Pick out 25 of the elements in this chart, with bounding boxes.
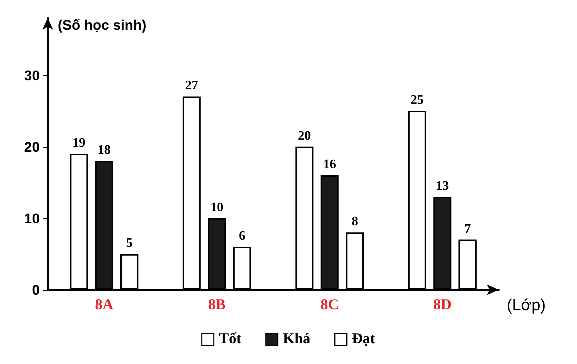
data-label: 25	[410, 92, 424, 108]
data-label: 18	[98, 142, 112, 158]
legend-label: Tốt	[219, 332, 242, 348]
legend-label: Đạt	[352, 332, 376, 348]
y-axis-title: (Số học sinh)	[58, 17, 147, 33]
data-label: 20	[298, 128, 312, 143]
data-label: 19	[72, 135, 86, 150]
data-label: 13	[436, 178, 450, 193]
y-tick-label: 0	[32, 282, 40, 298]
data-label: 8	[352, 214, 359, 229]
data-label: 7	[464, 220, 472, 236]
data-label: 10	[210, 199, 224, 214]
y-tick-label: 30	[24, 67, 40, 84]
data-label: 5	[126, 235, 134, 250]
y-tick-label: 20	[24, 138, 40, 155]
x-tick-label: 8D	[433, 298, 452, 314]
x-tick-label: 8B	[208, 298, 226, 314]
data-label: 16	[323, 156, 337, 172]
x-tick-label: 8C	[320, 298, 340, 314]
x-tick-label: 8A	[95, 298, 114, 314]
legend-label: Khá	[283, 332, 312, 348]
x-axis-title: (Lớp)	[507, 298, 546, 314]
y-tick-label: 10	[24, 210, 40, 226]
data-label: 27	[185, 78, 199, 93]
data-label: 6	[239, 228, 246, 244]
